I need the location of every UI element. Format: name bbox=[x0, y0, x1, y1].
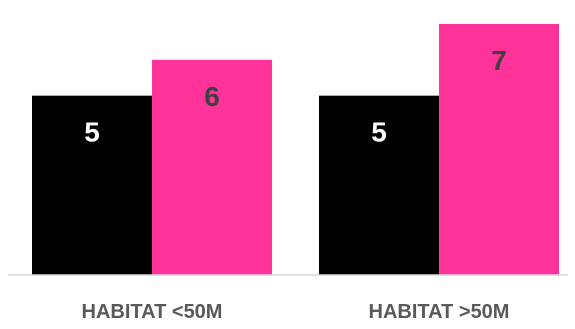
data-label-2-1: 6 bbox=[204, 81, 220, 112]
bar-2-1 bbox=[152, 59, 272, 275]
data-labels-group: 5 6 5 7 bbox=[84, 45, 507, 148]
bar-1-1 bbox=[32, 95, 152, 276]
bars-group bbox=[32, 23, 559, 276]
bar-2-2 bbox=[439, 23, 559, 275]
category-label-2: HABITAT >50M bbox=[369, 301, 510, 323]
data-label-2-2: 7 bbox=[491, 45, 507, 76]
bar-1-2 bbox=[319, 95, 439, 276]
category-label-1: HABITAT <50M bbox=[82, 301, 223, 323]
category-labels-group: HABITAT <50M HABITAT >50M bbox=[82, 301, 510, 323]
data-label-1-1: 5 bbox=[84, 117, 100, 148]
data-label-1-2: 5 bbox=[371, 117, 387, 148]
